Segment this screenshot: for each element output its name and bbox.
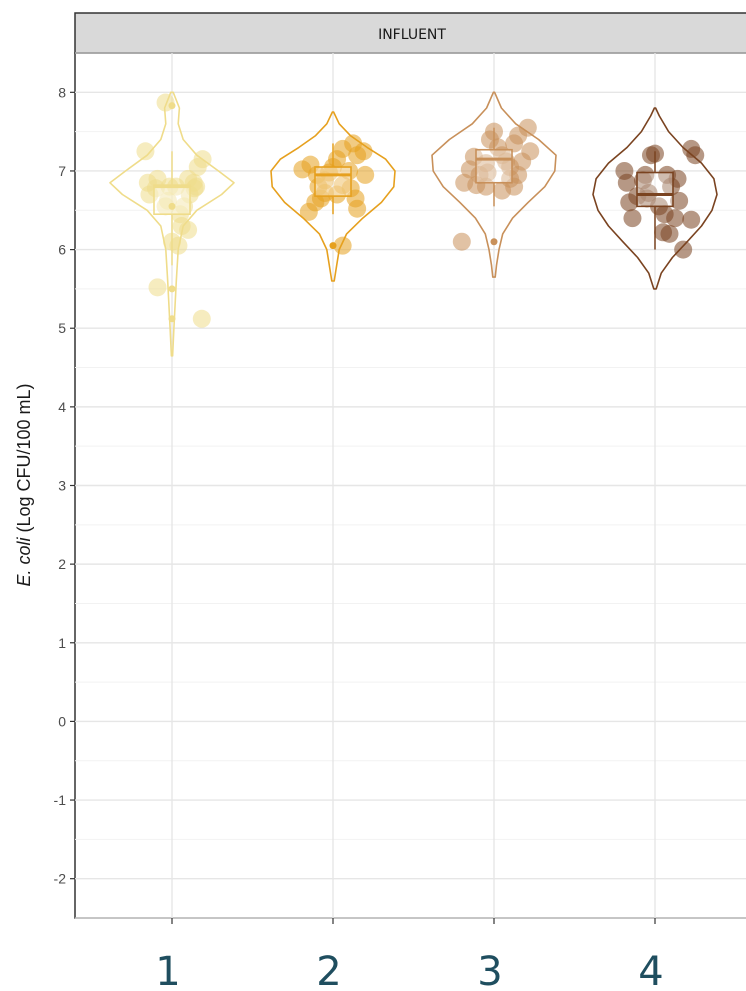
data-point bbox=[670, 191, 689, 210]
outlier-point bbox=[168, 202, 176, 210]
data-point bbox=[169, 236, 188, 255]
outlier-point bbox=[168, 102, 176, 110]
data-point bbox=[452, 232, 471, 251]
y-tick-label: -1 bbox=[54, 792, 67, 808]
data-point bbox=[636, 165, 655, 184]
x-tick-label: 2 bbox=[316, 949, 341, 991]
box-layer bbox=[153, 102, 674, 323]
y-tick-label: 7 bbox=[58, 163, 66, 179]
data-point bbox=[686, 146, 705, 165]
data-point bbox=[172, 217, 191, 235]
outlier-point bbox=[168, 315, 176, 323]
y-tick-label: 4 bbox=[58, 399, 66, 415]
data-point bbox=[467, 176, 486, 195]
data-point bbox=[136, 142, 155, 161]
violin-2 bbox=[270, 111, 396, 282]
data-point bbox=[193, 150, 212, 169]
box-3 bbox=[475, 148, 513, 184]
data-point bbox=[658, 165, 677, 184]
data-point bbox=[311, 189, 330, 208]
x-tick-label: 1 bbox=[155, 949, 180, 991]
data-point bbox=[187, 177, 206, 196]
data-point bbox=[521, 142, 540, 161]
y-axis-label: E. coli (Log CFU/100 mL) bbox=[14, 383, 34, 586]
data-point bbox=[682, 210, 701, 229]
violin-4 bbox=[592, 107, 718, 290]
y-axis-label-rest: (Log CFU/100 mL) bbox=[14, 383, 34, 537]
y-axis-label-italic: E. coli bbox=[14, 537, 34, 587]
data-point bbox=[660, 224, 679, 243]
data-point bbox=[333, 176, 352, 195]
outlier-point bbox=[490, 238, 498, 246]
data-point bbox=[617, 173, 636, 192]
data-point bbox=[146, 179, 165, 198]
data-point bbox=[478, 163, 497, 182]
outlier-point bbox=[168, 285, 176, 293]
box-2 bbox=[314, 166, 352, 197]
data-point bbox=[348, 199, 367, 218]
data-point bbox=[666, 209, 685, 228]
data-point bbox=[356, 165, 375, 184]
strip-background bbox=[74, 12, 746, 54]
grid-layer bbox=[75, 52, 746, 919]
data-point bbox=[509, 165, 528, 184]
data-point bbox=[192, 309, 211, 328]
x-tick-label: 3 bbox=[477, 949, 502, 991]
y-tick-label: -2 bbox=[54, 871, 67, 887]
y-axis: -2 -1 0 1 2 3 4 5 6 7 8 bbox=[54, 84, 75, 887]
y-tick-label: 8 bbox=[58, 84, 66, 100]
y-tick-label: 6 bbox=[58, 242, 66, 258]
x-axis: 1 2 3 4 bbox=[155, 918, 664, 991]
points-layer bbox=[136, 93, 705, 328]
data-point bbox=[518, 118, 537, 137]
y-tick-label: 0 bbox=[58, 713, 66, 729]
data-point bbox=[674, 240, 693, 259]
data-point bbox=[354, 142, 373, 161]
x-tick-label: 4 bbox=[638, 949, 663, 991]
data-point bbox=[493, 181, 512, 200]
y-tick-label: 5 bbox=[58, 320, 66, 336]
violin-3 bbox=[431, 91, 557, 278]
data-point bbox=[333, 236, 352, 255]
y-tick-label: 3 bbox=[58, 478, 66, 494]
y-tick-label: 1 bbox=[58, 635, 66, 651]
outlier-point bbox=[329, 242, 337, 250]
data-point bbox=[148, 278, 167, 297]
data-point bbox=[623, 209, 642, 228]
data-point bbox=[156, 197, 175, 216]
box-4 bbox=[636, 171, 674, 208]
strip-title: INFLUENT bbox=[378, 27, 446, 43]
y-tick-label: 2 bbox=[58, 556, 66, 572]
